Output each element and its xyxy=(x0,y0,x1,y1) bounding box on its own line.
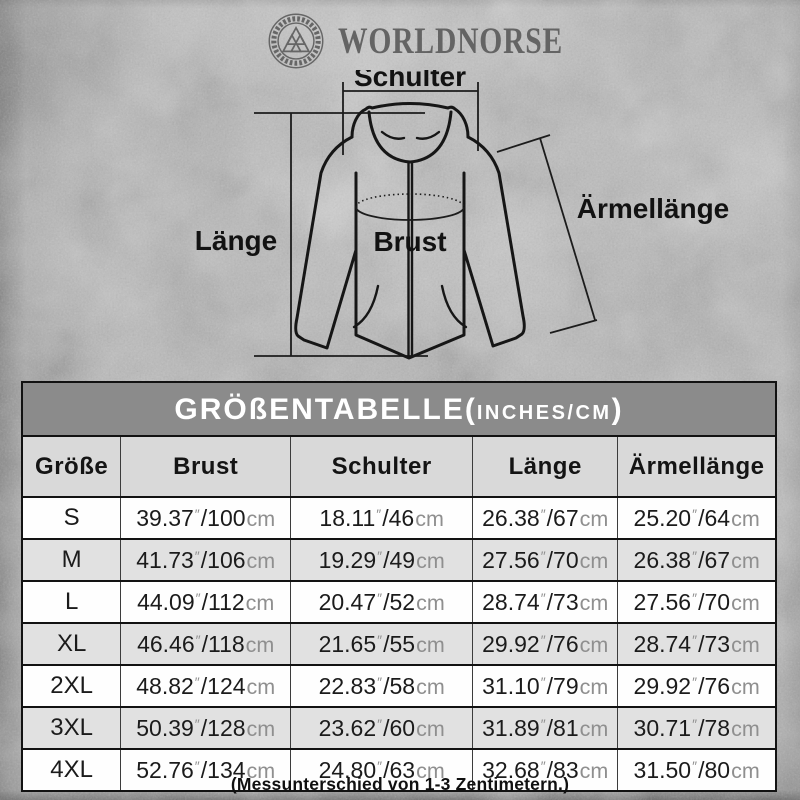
table-row: S 39.37″/100cm 18.11″/46cm 26.38″/67cm 25.20… xyxy=(23,496,775,539)
measurement-cell: 28.74″/73cm xyxy=(617,622,775,665)
table-row: 2XL 48.82″/124cm 22.83″/58cm 31.10″/79cm 29.… xyxy=(23,664,775,707)
schulter-dimension-line xyxy=(342,82,479,155)
brand-header: WORLDNORSE xyxy=(0,10,800,72)
brand-name: WORLDNORSE xyxy=(337,20,563,62)
measurement-cell: 46.46″/118cm xyxy=(120,622,291,665)
measurement-cell: 48.82″/124cm xyxy=(120,664,291,707)
size-cell: L xyxy=(23,580,121,623)
table-header-row: Größe Brust Schulter Länge Ärmellänge xyxy=(23,437,775,498)
brust-ellipse-dotted xyxy=(355,193,465,208)
column-header-1: Größe xyxy=(23,437,121,498)
measurement-cell: 18.11″/46cm xyxy=(290,496,473,539)
measurement-cell: 21.65″/55cm xyxy=(290,622,473,665)
measurement-cell: 25.20″/64cm xyxy=(617,496,775,539)
measurement-cell: 41.73″/106cm xyxy=(120,538,291,581)
aermellaenge-label: Ärmellänge xyxy=(577,193,730,224)
table-row: L 44.09″/112cm 20.47″/52cm 28.74″/73cm 27.56… xyxy=(23,580,775,623)
column-header-2: Brust xyxy=(120,437,291,498)
table-row: XL 46.46″/118cm 21.65″/55cm 29.92″/76cm 28.7… xyxy=(23,622,775,665)
brand-name-wrap: WORLDNORSE xyxy=(338,20,562,63)
laenge-label: Länge xyxy=(195,225,277,256)
valknut-logo-icon xyxy=(268,13,323,69)
size-cell: 2XL xyxy=(23,664,121,707)
size-cell: 3XL xyxy=(23,706,121,749)
jacket-measurement-diagram: Schulter Länge Brust Ärmellänge xyxy=(0,61,800,382)
brust-ellipse-solid xyxy=(355,206,465,221)
table-row: 3XL 50.39″/128cm 23.62″/60cm 31.89″/81cm 30.… xyxy=(23,706,775,749)
measurement-cell: 28.74″/73cm xyxy=(472,580,618,623)
measurement-cell: 19.29″/49cm xyxy=(290,538,473,581)
column-header-4: Länge xyxy=(472,437,618,498)
table-title-main: GRÖßENTABELLE( xyxy=(174,393,477,426)
table-title: GRÖßENTABELLE(INCHES/CM) xyxy=(23,383,775,437)
table-title-close: ) xyxy=(611,393,624,426)
column-header-5: Ärmellänge xyxy=(617,437,775,498)
measurement-cell: 50.39″/128cm xyxy=(120,706,291,749)
measurement-cell: 44.09″/112cm xyxy=(120,580,291,623)
size-table: Größe Brust Schulter Länge Ärmellänge S 39.37… xyxy=(23,437,775,790)
measurement-cell: 29.92″/76cm xyxy=(617,664,775,707)
table-row: M 41.73″/106cm 19.29″/49cm 27.56″/70cm 26.38… xyxy=(23,538,775,581)
measurement-note: (Messunterschied von 1-3 Zentimetern.) xyxy=(230,774,570,794)
measurement-cell: 26.38″/67cm xyxy=(617,538,775,581)
table-title-unit: INCHES/CM xyxy=(476,402,612,424)
measurement-cell: 27.56″/70cm xyxy=(617,580,775,623)
measurement-cell: 31.10″/79cm xyxy=(472,664,618,707)
column-header-3: Schulter xyxy=(290,437,473,498)
brust-label: Brust xyxy=(373,226,446,257)
measurement-cell: 22.83″/58cm xyxy=(290,664,473,707)
measurement-cell: 20.47″/52cm xyxy=(290,580,473,623)
measurement-cell: 23.62″/60cm xyxy=(290,706,473,749)
measurement-cell: 30.71″/78cm xyxy=(617,706,775,749)
schulter-label: Schulter xyxy=(354,70,466,92)
measurement-cell: 31.89″/81cm xyxy=(472,706,618,749)
measurement-cell: 26.38″/67cm xyxy=(472,496,618,539)
size-cell: S xyxy=(23,496,121,539)
size-chart-table: GRÖßENTABELLE(INCHES/CM) Größe Brust Schul… xyxy=(21,381,777,792)
size-cell: M xyxy=(23,538,121,581)
measurement-cell: 29.92″/76cm xyxy=(472,622,618,665)
aermellaenge-dimension-line xyxy=(496,134,598,334)
size-cell: XL xyxy=(23,622,121,665)
measurement-cell: 39.37″/100cm xyxy=(120,496,291,539)
table-body: S 39.37″/100cm 18.11″/46cm 26.38″/67cm 25.20… xyxy=(23,496,775,790)
measurement-cell: 27.56″/70cm xyxy=(472,538,618,581)
